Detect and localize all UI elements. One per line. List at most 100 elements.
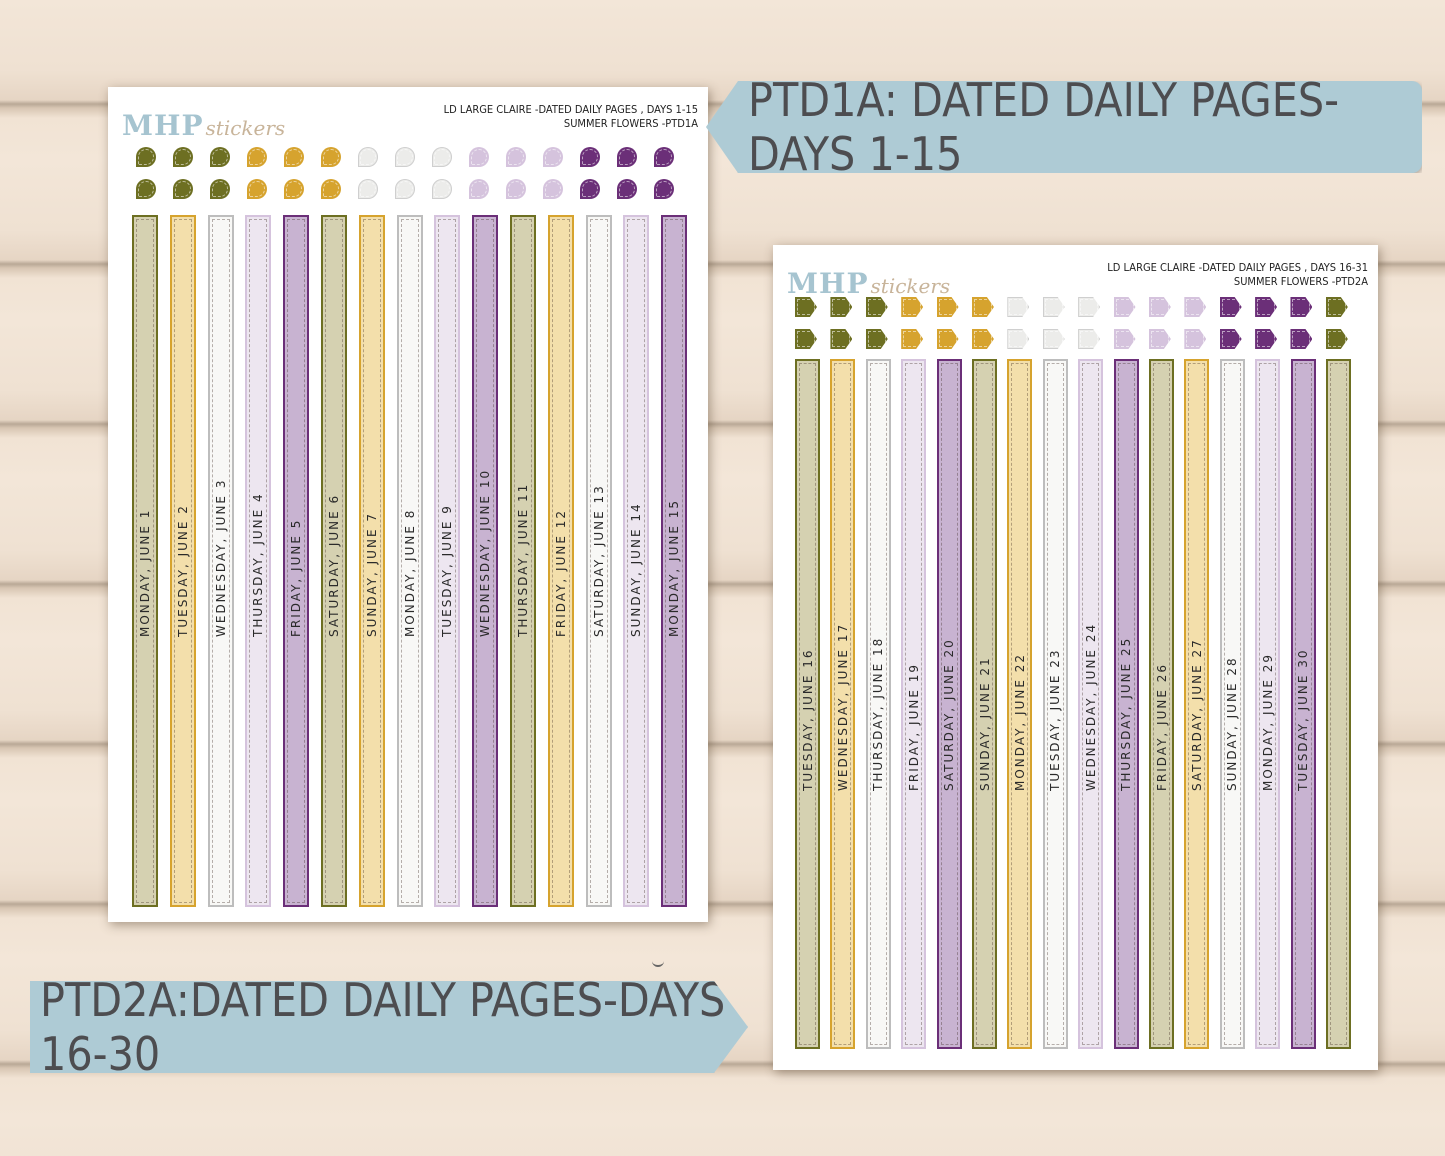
date-strip: FRIDAY, JUNE 12: [547, 215, 574, 907]
drop-icon: [395, 147, 415, 167]
date-strip: MONDAY, JUNE 8: [396, 215, 423, 907]
date-strip-label: MONDAY, JUNE 29: [1260, 652, 1275, 791]
icon-row-bottom: [136, 179, 691, 199]
date-strip: TUESDAY, JUNE 9: [434, 215, 461, 907]
flag-icon: [1290, 329, 1313, 349]
flag-icon: [1184, 297, 1207, 317]
date-strip-label: TUESDAY, JUNE 23: [1048, 648, 1063, 791]
date-strip: TUESDAY, JUNE 30: [1290, 359, 1316, 1049]
date-strip-label: SATURDAY, JUNE 20: [942, 638, 957, 791]
brand-logo-script: stickers: [205, 116, 286, 140]
date-strip-label: WEDNESDAY, JUNE 3: [213, 478, 228, 637]
date-strip: TUESDAY, JUNE 16: [795, 359, 820, 1049]
drop-icon: [247, 147, 267, 167]
date-strip-label: FRIDAY, JUNE 26: [1154, 662, 1169, 791]
flag-icon: [1255, 329, 1278, 349]
date-strip: SATURDAY, JUNE 27: [1184, 359, 1210, 1049]
date-strip-label: MONDAY, JUNE 8: [402, 508, 417, 637]
flag-icon: [1042, 297, 1065, 317]
flag-icon: [936, 297, 959, 317]
date-strip: WEDNESDAY, JUNE 17: [830, 359, 856, 1049]
date-strip-label: SUNDAY, JUNE 28: [1225, 656, 1240, 791]
date-strip: SUNDAY, JUNE 28: [1219, 359, 1245, 1049]
drop-icon: [580, 147, 600, 167]
date-strip-label: FRIDAY, JUNE 19: [906, 662, 921, 791]
brand-logo-script: stickers: [870, 274, 951, 298]
drop-icon: [654, 147, 674, 167]
date-strip-label: SATURDAY, JUNE 6: [327, 493, 341, 637]
flag-icon: [1113, 297, 1136, 317]
drop-icon: [173, 179, 193, 199]
drop-icon: [284, 147, 304, 167]
flag-icon: [830, 297, 853, 317]
drop-icon: [432, 147, 452, 167]
date-strip: SUNDAY, JUNE 7: [358, 215, 385, 907]
flag-icon: [901, 297, 924, 317]
flag-icon: [1255, 297, 1278, 317]
date-strip: [1326, 359, 1351, 1049]
drop-icon: [654, 179, 674, 199]
drop-icon: [543, 147, 563, 167]
date-strip-label: TUESDAY, JUNE 9: [440, 504, 455, 637]
date-strip-label: MONDAY, JUNE 1: [138, 508, 152, 637]
flag-icon: [865, 329, 888, 349]
date-strip-label: SUNDAY, JUNE 7: [364, 512, 379, 637]
date-strip-label: THURSDAY, JUNE 4: [251, 492, 266, 637]
flag-icon: [1148, 329, 1171, 349]
drop-icon: [358, 179, 378, 199]
flag-icon: [1078, 297, 1101, 317]
drop-icon: [321, 147, 341, 167]
brand-logo: MHP stickers: [122, 109, 285, 142]
date-strip-label: WEDNESDAY, JUNE 10: [478, 468, 493, 637]
date-strip: MONDAY, JUNE 1: [132, 215, 158, 907]
sticker-sheet-ptd2a: MHP stickers LD LARGE CLAIRE -DATED DAILY…: [773, 245, 1378, 1070]
date-strip-label: THURSDAY, JUNE 25: [1119, 636, 1134, 791]
sticker-sheet-ptd1a: MHP stickers LD LARGE CLAIRE -DATED DAILY…: [108, 87, 708, 922]
sheet-title-line1: LD LARGE CLAIRE -DATED DAILY PAGES , DAY…: [443, 103, 698, 116]
date-strip: SATURDAY, JUNE 13: [585, 215, 612, 907]
drop-icon: [432, 179, 452, 199]
date-strip: WEDNESDAY, JUNE 10: [472, 215, 499, 907]
banner-ptd1a: PTD1A: DATED DAILY PAGES-DAYS 1-15: [706, 81, 1422, 173]
date-strip: MONDAY, JUNE 22: [1007, 359, 1033, 1049]
drop-icon: [469, 179, 489, 199]
date-strip-label: FRIDAY, JUNE 12: [553, 508, 568, 637]
flag-icon: [1148, 297, 1171, 317]
date-strip-label: WEDNESDAY, JUNE 24: [1083, 622, 1098, 791]
date-strip: WEDNESDAY, JUNE 3: [207, 215, 234, 907]
drop-icon: [136, 147, 156, 167]
flag-icon: [1113, 329, 1136, 349]
date-strip-label: THURSDAY, JUNE 18: [871, 636, 886, 791]
flag-icon: [1290, 297, 1313, 317]
date-strip-label: FRIDAY, JUNE 5: [289, 518, 304, 637]
sheet-title: LD LARGE CLAIRE -DATED DAILY PAGES , DAY…: [1107, 261, 1368, 289]
flag-icon: [1219, 329, 1242, 349]
drop-icon: [580, 179, 600, 199]
drop-icon: [247, 179, 267, 199]
date-strip: THURSDAY, JUNE 11: [510, 215, 536, 907]
sheet-title-line2: SUMMER FLOWERS -PTD1A: [563, 117, 698, 130]
date-strip: THURSDAY, JUNE 25: [1113, 359, 1139, 1049]
flag-icon: [1325, 329, 1348, 349]
drop-icon: [395, 179, 415, 199]
date-strip: TUESDAY, JUNE 23: [1042, 359, 1068, 1049]
date-strip: SUNDAY, JUNE 14: [623, 215, 650, 907]
drop-icon: [506, 147, 526, 167]
date-strip-label: TUESDAY, JUNE 30: [1296, 648, 1311, 791]
flag-icon: [1184, 329, 1207, 349]
date-strip-label: SUNDAY, JUNE 21: [977, 656, 992, 791]
date-strip: THURSDAY, JUNE 18: [865, 359, 891, 1049]
drop-icon: [136, 179, 156, 199]
date-strip: WEDNESDAY, JUNE 24: [1078, 359, 1104, 1049]
flag-icon: [1219, 297, 1242, 317]
flag-icon: [795, 329, 817, 349]
flag-icon: [901, 329, 924, 349]
flag-icon: [795, 297, 817, 317]
flag-icon: [971, 329, 994, 349]
drop-icon: [284, 179, 304, 199]
flag-icon: [830, 329, 853, 349]
flag-icon: [971, 297, 994, 317]
date-strip: SATURDAY, JUNE 20: [936, 359, 962, 1049]
date-strip: THURSDAY, JUNE 4: [245, 215, 272, 907]
flag-icon: [1078, 329, 1101, 349]
